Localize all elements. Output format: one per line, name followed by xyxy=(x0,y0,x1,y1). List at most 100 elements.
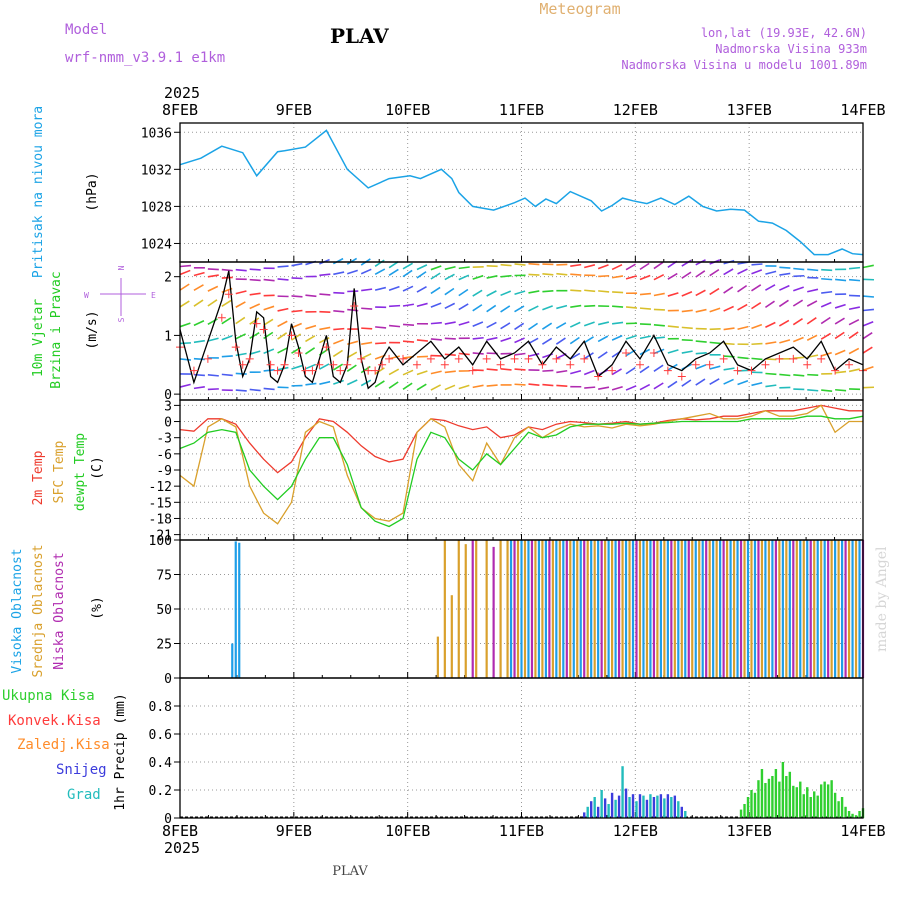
wind-arrow xyxy=(556,369,568,374)
wind-arrow xyxy=(291,295,303,298)
wind-arrow xyxy=(765,321,776,328)
wind-arrow xyxy=(277,278,289,281)
cloud-dense-bar xyxy=(659,540,662,678)
precip-labels: Ukupna Kisa Konvek.Kisa Zaledj.Kisa Snij… xyxy=(2,688,128,811)
wind-arrow xyxy=(556,384,568,387)
wind-arrow xyxy=(765,341,777,345)
cloud-dense-bar xyxy=(746,540,750,678)
wind-arrow xyxy=(486,336,498,341)
snow-bar xyxy=(663,798,666,818)
wind-arrow xyxy=(333,338,344,345)
cloud-dense-bar xyxy=(851,540,854,678)
wind-arrow xyxy=(792,299,804,307)
wind-arrow xyxy=(862,264,874,269)
wind-arrow xyxy=(612,305,624,308)
gust-marker xyxy=(189,366,198,375)
gust-marker xyxy=(412,360,421,369)
cloud-dense-bar xyxy=(558,540,561,678)
wind-arrow xyxy=(835,370,847,374)
wind-arrow xyxy=(193,284,204,292)
wind-arrow xyxy=(388,285,400,292)
gust-marker xyxy=(733,366,742,375)
wind-arrow xyxy=(430,384,441,391)
cloud-dense-bar xyxy=(670,540,673,678)
wind-arrow xyxy=(361,307,373,310)
wind-arrow xyxy=(597,335,609,343)
compass-e: E xyxy=(151,291,156,300)
snow-bar xyxy=(673,795,677,818)
rain-bar xyxy=(764,783,767,818)
gust-marker xyxy=(371,366,380,375)
snow-bar xyxy=(593,797,596,818)
wind-arrow xyxy=(584,289,596,293)
snow-bar xyxy=(596,806,600,818)
wind-arrow xyxy=(583,336,594,344)
wind-arrow xyxy=(639,383,651,391)
snow-bar xyxy=(617,795,621,818)
wind-arrow xyxy=(389,304,401,308)
wind-arrow xyxy=(765,270,777,275)
wind-arrow xyxy=(807,268,819,272)
wind-title-1: 10m Vjetar xyxy=(31,299,46,377)
wind-arrow xyxy=(402,323,415,326)
wind-arrow xyxy=(793,274,805,278)
wind-panel: 0 1 2 xyxy=(164,257,875,403)
cloud-dense-bar xyxy=(781,540,784,678)
wind-arrow xyxy=(347,269,358,275)
cloud-dense-bar xyxy=(774,540,777,678)
wind-arrow xyxy=(360,379,372,387)
wind-arrow xyxy=(695,270,706,278)
wind-arrow xyxy=(528,262,540,266)
gust-marker xyxy=(496,360,505,369)
gust-marker xyxy=(468,366,477,375)
wind-arrow xyxy=(277,265,289,268)
rain-bar xyxy=(778,781,781,818)
gust-marker xyxy=(259,325,268,334)
snow-bar xyxy=(666,794,670,818)
wind-arrow xyxy=(625,306,638,309)
wind-arrow xyxy=(472,304,483,312)
wind-arrow xyxy=(458,321,470,326)
rain-bar xyxy=(739,809,743,818)
wind-arrow xyxy=(388,355,400,360)
wind-arrow xyxy=(569,352,581,360)
wind-arrow xyxy=(598,386,610,390)
rain-bar xyxy=(858,811,861,818)
compass-s: S xyxy=(117,317,126,322)
snow-bar xyxy=(645,799,649,818)
cloud-dense-bar xyxy=(541,540,544,678)
wind-arrow xyxy=(375,326,387,329)
wind-arrow xyxy=(667,325,679,328)
temperature-ytick-label: -9 xyxy=(156,464,172,479)
rain-bar xyxy=(830,780,833,818)
wind-arrow xyxy=(193,357,205,361)
cloud-low-title: Niska Oblacnost xyxy=(52,552,67,669)
wind-arrow xyxy=(542,289,554,293)
wind-arrow xyxy=(444,337,456,340)
cloud-dense-bar xyxy=(820,540,823,678)
cloud-dense-bar xyxy=(691,540,694,678)
compass-w: W xyxy=(84,291,89,300)
cloud-dense-bar xyxy=(628,540,631,678)
cloud-dense-bar xyxy=(551,540,554,678)
wind-arrow xyxy=(848,318,860,326)
rain-bar xyxy=(781,762,785,818)
wind-arrow xyxy=(723,305,734,312)
wind-arrow xyxy=(514,352,526,356)
wind-labels: 10m Vjetar Brzina i Pravac (m/s) N S W E xyxy=(31,265,156,388)
wind-arrow xyxy=(764,300,775,309)
cloud-labels: Visoka Oblacnost Srednja Oblacnost Niska… xyxy=(10,544,105,677)
wind-arrow xyxy=(179,264,192,268)
snow-bar xyxy=(670,797,673,818)
wind-arrow xyxy=(514,322,525,331)
wind-arrow xyxy=(472,369,484,372)
wind-arrow xyxy=(778,319,790,327)
cloud-ytick-label: 75 xyxy=(156,569,172,584)
wind-arrow xyxy=(848,331,859,339)
snow-bar xyxy=(589,801,593,818)
wind-arrow xyxy=(542,273,554,276)
wind-arrow xyxy=(541,322,553,330)
cloud-dense-bar xyxy=(840,540,844,678)
wind-arrow xyxy=(541,337,553,345)
